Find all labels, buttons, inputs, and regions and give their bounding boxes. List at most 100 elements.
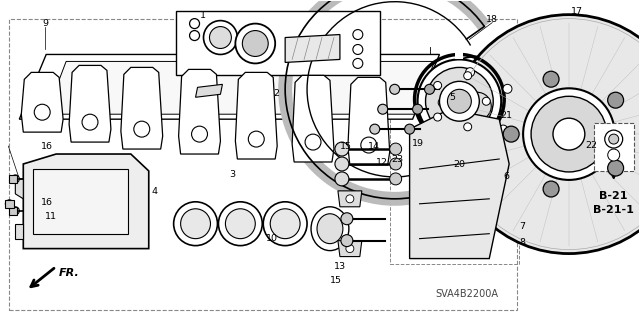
Circle shape <box>413 104 422 114</box>
Ellipse shape <box>311 207 349 251</box>
Circle shape <box>531 96 607 172</box>
Text: 23: 23 <box>392 154 404 164</box>
Circle shape <box>209 26 232 48</box>
Text: 14: 14 <box>368 142 380 151</box>
Circle shape <box>263 202 307 246</box>
Text: SVA4B2200A: SVA4B2200A <box>435 288 498 299</box>
Text: 1: 1 <box>200 11 205 20</box>
Text: 20: 20 <box>453 160 465 169</box>
Bar <box>594 123 634 171</box>
Circle shape <box>459 134 468 143</box>
Text: 12: 12 <box>376 159 388 167</box>
Circle shape <box>499 125 508 134</box>
Circle shape <box>189 31 200 41</box>
Polygon shape <box>19 55 440 119</box>
Circle shape <box>243 31 268 56</box>
Circle shape <box>390 84 399 94</box>
Text: 6: 6 <box>503 173 509 182</box>
Polygon shape <box>21 72 63 132</box>
Circle shape <box>218 202 262 246</box>
Circle shape <box>543 71 559 87</box>
Polygon shape <box>196 84 223 97</box>
Circle shape <box>305 134 321 150</box>
Circle shape <box>191 126 207 142</box>
Circle shape <box>12 207 19 215</box>
Circle shape <box>609 134 619 144</box>
Circle shape <box>426 67 493 135</box>
Circle shape <box>189 19 200 29</box>
Circle shape <box>12 175 19 183</box>
Polygon shape <box>410 109 509 259</box>
Bar <box>390 99 519 263</box>
Ellipse shape <box>317 214 343 244</box>
Polygon shape <box>338 241 362 256</box>
Circle shape <box>390 173 402 185</box>
Bar <box>10 19 517 310</box>
Circle shape <box>607 160 623 176</box>
Circle shape <box>483 97 490 105</box>
Circle shape <box>523 88 614 180</box>
Circle shape <box>335 157 349 171</box>
Text: 21: 21 <box>500 111 512 120</box>
Circle shape <box>449 15 640 254</box>
Circle shape <box>434 113 442 121</box>
Text: B-21: B-21 <box>600 191 628 201</box>
Polygon shape <box>292 75 334 162</box>
Text: 13: 13 <box>334 262 346 271</box>
Text: 8: 8 <box>519 238 525 247</box>
Circle shape <box>428 56 527 156</box>
Text: 17: 17 <box>571 7 583 16</box>
Polygon shape <box>46 62 435 114</box>
Circle shape <box>5 200 13 208</box>
Circle shape <box>82 114 98 130</box>
Text: 19: 19 <box>412 138 424 148</box>
Text: 16: 16 <box>41 142 53 151</box>
Text: 15: 15 <box>340 142 352 151</box>
Polygon shape <box>15 179 23 199</box>
Bar <box>33 169 128 234</box>
Circle shape <box>404 124 415 134</box>
Bar <box>456 51 463 59</box>
Text: 4: 4 <box>152 187 157 197</box>
Circle shape <box>464 72 472 80</box>
Circle shape <box>346 195 354 203</box>
Bar <box>10 175 17 183</box>
Circle shape <box>180 209 211 239</box>
Circle shape <box>370 124 380 134</box>
Polygon shape <box>285 34 340 63</box>
Polygon shape <box>179 70 220 154</box>
Bar <box>10 207 17 215</box>
Circle shape <box>378 104 388 114</box>
Circle shape <box>390 143 402 155</box>
Circle shape <box>270 209 300 239</box>
Text: 5: 5 <box>449 93 456 102</box>
Circle shape <box>353 45 363 55</box>
Polygon shape <box>23 154 148 249</box>
Polygon shape <box>236 72 277 159</box>
Circle shape <box>434 81 442 89</box>
Text: 7: 7 <box>519 222 525 231</box>
Circle shape <box>463 92 492 120</box>
Text: FR.: FR. <box>59 268 80 278</box>
Circle shape <box>503 84 512 93</box>
Circle shape <box>134 121 150 137</box>
Text: 9: 9 <box>42 19 48 28</box>
Circle shape <box>335 172 349 186</box>
Circle shape <box>341 235 353 247</box>
Circle shape <box>447 89 471 113</box>
Circle shape <box>417 59 501 143</box>
Circle shape <box>390 158 402 170</box>
Text: 22: 22 <box>585 141 597 150</box>
Circle shape <box>605 130 623 148</box>
Circle shape <box>503 126 519 142</box>
Circle shape <box>341 213 353 225</box>
Circle shape <box>464 123 472 131</box>
Circle shape <box>608 149 620 161</box>
Text: 2: 2 <box>273 89 279 98</box>
Polygon shape <box>69 65 111 142</box>
Text: 16: 16 <box>41 198 53 207</box>
Circle shape <box>346 245 354 253</box>
Polygon shape <box>15 224 23 239</box>
Text: 11: 11 <box>45 212 57 221</box>
Circle shape <box>225 209 255 239</box>
